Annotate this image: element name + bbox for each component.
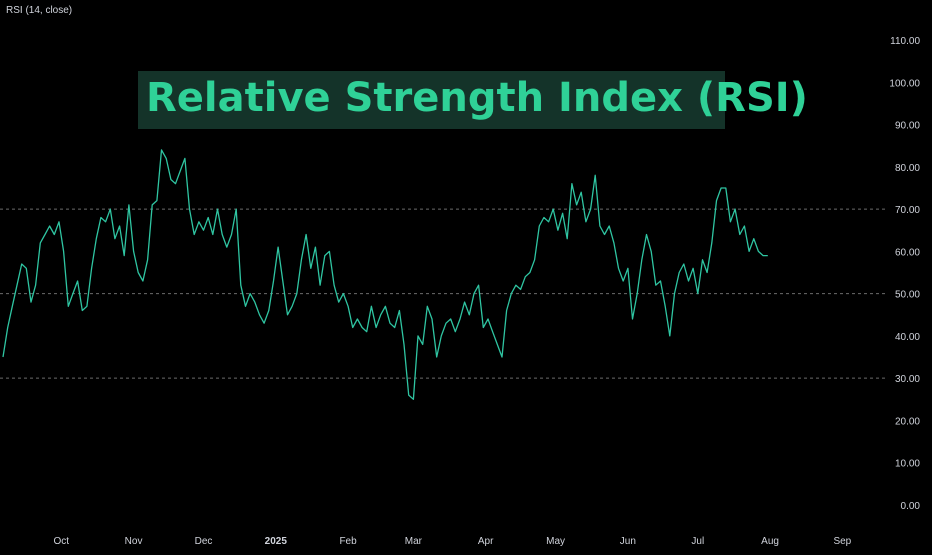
x-tick-label: Jul: [691, 536, 704, 547]
y-tick-label: 110.00: [890, 36, 920, 47]
reference-lines: [0, 208, 888, 379]
rsi-line[interactable]: [2, 149, 768, 400]
indicator-label[interactable]: RSI (14, close): [6, 5, 73, 16]
x-tick-label: Aug: [761, 536, 779, 547]
y-tick-label: 90.00: [895, 121, 920, 132]
y-tick-label: 100.00: [889, 78, 920, 89]
y-tick-label: 20.00: [895, 416, 920, 427]
y-tick-label: 0.00: [901, 501, 921, 512]
y-tick-label: 70.00: [895, 205, 920, 216]
x-tick-label: Nov: [125, 536, 143, 547]
x-tick-label: Feb: [339, 536, 357, 547]
y-tick-label: 40.00: [895, 332, 920, 343]
x-tick-label: May: [546, 536, 565, 547]
y-tick-label: 10.00: [895, 459, 920, 470]
y-axis: 110.00 100.00 90.00 80.00 70.00 60.00 50.00 40.…: [889, 36, 920, 512]
chart-title: Relative Strength Index (RSI): [146, 75, 808, 121]
x-tick-label: Oct: [54, 536, 70, 547]
x-axis: Oct Nov Dec 2025 Feb Mar Apr May Jun Jul Aug Sep: [54, 536, 852, 547]
y-tick-label: 60.00: [895, 247, 920, 258]
x-tick-label: Jun: [620, 536, 636, 547]
x-tick-label: Dec: [195, 536, 213, 547]
y-tick-label: 30.00: [895, 374, 920, 385]
x-tick-label: Apr: [478, 536, 494, 547]
x-tick-label: Sep: [833, 536, 851, 547]
rsi-series: [2, 149, 768, 400]
y-tick-label: 50.00: [895, 290, 920, 301]
x-tick-label: 2025: [265, 536, 288, 547]
title-banner: Relative Strength Index (RSI): [138, 71, 808, 129]
y-tick-label: 80.00: [895, 163, 920, 174]
x-tick-label: Mar: [405, 536, 423, 547]
